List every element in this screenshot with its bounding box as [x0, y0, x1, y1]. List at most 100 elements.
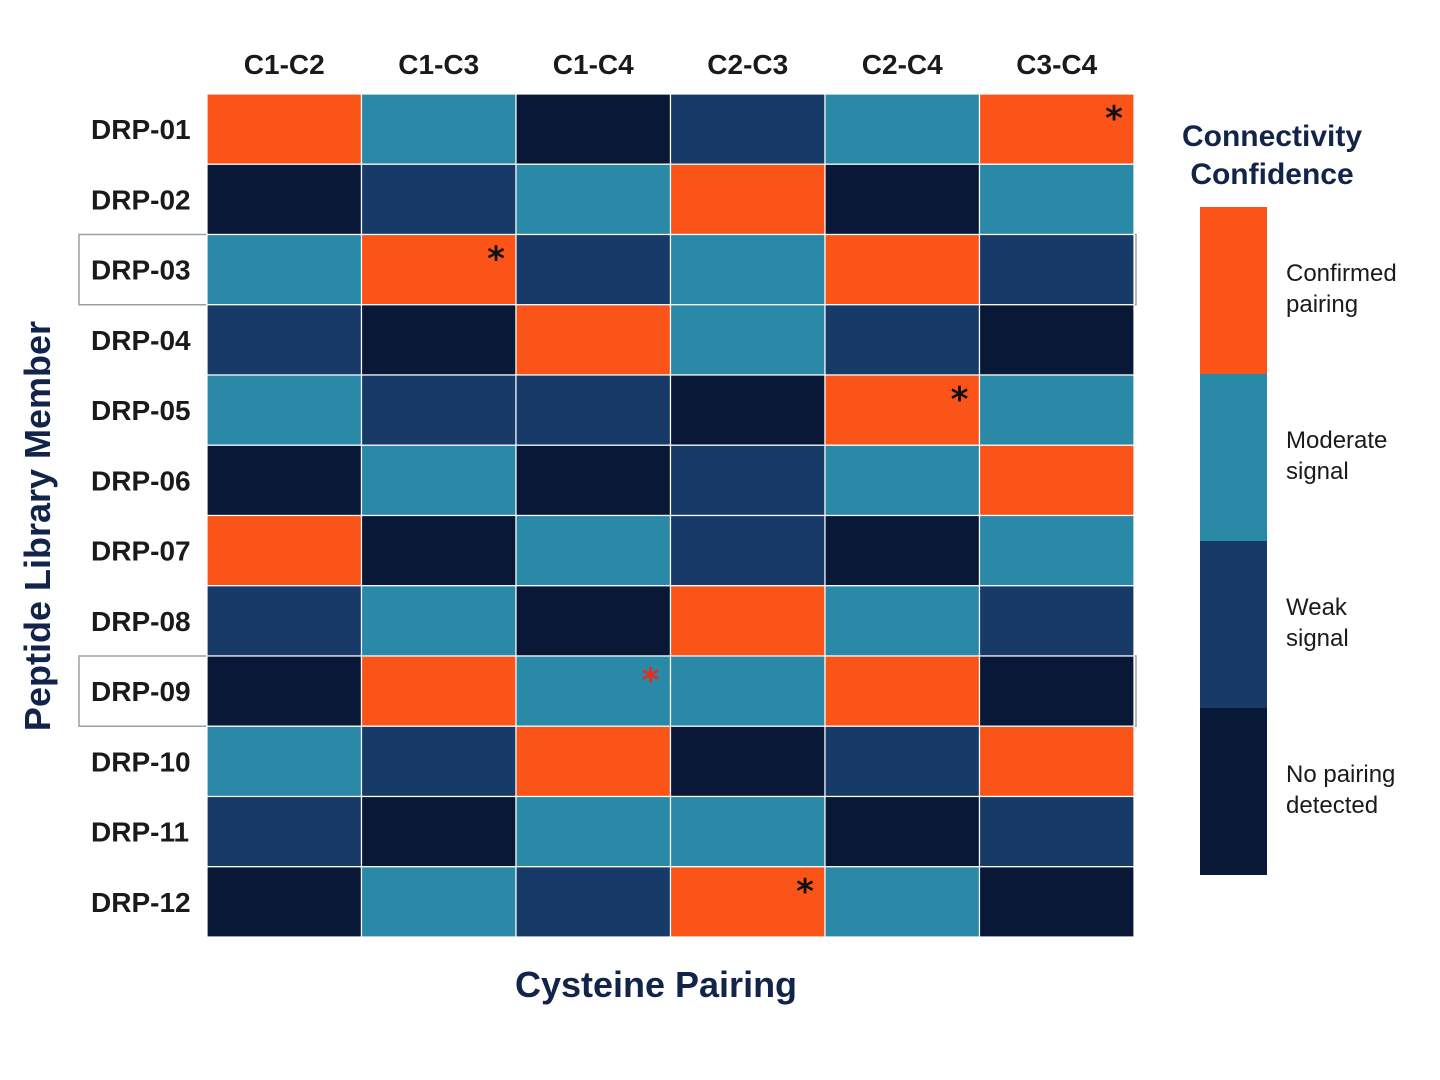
legend-label-weak-signal-line-2: signal: [1286, 625, 1349, 652]
heatmap-cell-drp-01-c1-c3: [360, 93, 517, 165]
legend: Connectivity Confidence Confirmed pairing…: [1182, 120, 1397, 875]
heatmap-cell-drp-09-c3-c4: [978, 655, 1135, 727]
heatmap-cell-drp-02-c2-c4: [824, 163, 981, 236]
heatmap-cell-drp-09-c2-c3: [669, 655, 826, 727]
legend-label-no-pairing-detected-line-2: detected: [1286, 792, 1378, 819]
legend-label-no-pairing-detected-line-1: No pairing: [1286, 761, 1395, 788]
heatmap-cell-drp-06-c1-c3: [360, 444, 517, 517]
heatmap-cell-drp-03-c1-c4: [515, 233, 672, 306]
heatmap-cell-drp-06-c2-c3: [669, 444, 826, 517]
row-label-drp-01: DRP-01: [91, 114, 191, 145]
heatmap-cell-drp-03-c1-c2: [206, 233, 363, 306]
heatmap-cell-drp-06-c2-c4: [824, 444, 981, 517]
heatmap-cell-drp-12-c3-c4: [978, 866, 1135, 938]
heatmap-cell-drp-12-c2-c3: [669, 866, 826, 938]
legend-items: Confirmed pairing Moderate signal Weak signal…: [1200, 207, 1397, 875]
legend-label-moderate-signal-line-1: Moderate: [1286, 427, 1387, 454]
row-label-drp-06: DRP-06: [91, 465, 191, 496]
significance-star-drp-12-c2-c3: *: [796, 872, 814, 912]
legend-label-moderate-signal-line-2: signal: [1286, 458, 1349, 485]
row-label-drp-03: DRP-03: [91, 255, 191, 286]
row-label-drp-09: DRP-09: [91, 676, 191, 707]
column-label-c1-c2: C1-C2: [244, 49, 325, 80]
heatmap-cell-drp-05-c3-c4: [978, 374, 1135, 446]
heatmap-cell-drp-11-c1-c3: [360, 795, 517, 868]
heatmap-cell-drp-11-c2-c3: [669, 795, 826, 868]
row-label-drp-08: DRP-08: [91, 606, 191, 637]
x-axis-title: Cysteine Pairing: [515, 964, 797, 1005]
row-label-drp-02: DRP-02: [91, 184, 191, 215]
legend-title-line-2: Confidence: [1190, 158, 1353, 191]
column-label-c2-c4: C2-C4: [862, 49, 943, 80]
heatmap-cell-drp-09-c1-c2: [206, 655, 363, 727]
heatmap-cell-drp-01-c3-c4: [978, 93, 1135, 165]
heatmap-cell-drp-10-c1-c4: [515, 725, 672, 798]
heatmap-cell-drp-03-c2-c3: [669, 233, 826, 306]
row-labels: DRP-01 DRP-02 DRP-03 DRP-04 DRP-05 DRP-06 DRP-…: [91, 114, 191, 918]
heatmap-cell-drp-03-c3-c4: [978, 233, 1135, 306]
heatmap-cell-drp-05-c2-c3: [669, 374, 826, 446]
heatmap-cell-drp-02-c1-c4: [515, 163, 672, 236]
heatmap-cell-drp-12-c1-c3: [360, 866, 517, 938]
heatmap-cell-drp-11-c3-c4: [978, 795, 1135, 868]
significance-star-drp-09-c1-c4: *: [642, 661, 660, 701]
heatmap-cell-drp-08-c2-c4: [824, 585, 981, 657]
heatmap-cell-drp-10-c1-c2: [206, 725, 363, 798]
legend-label-confirmed-pairing-line-2: pairing: [1286, 291, 1358, 318]
row-label-drp-07: DRP-07: [91, 536, 191, 567]
heatmap-cell-drp-09-c2-c4: [824, 655, 981, 727]
heatmap-cell-drp-07-c1-c4: [515, 514, 672, 587]
heatmap-cell-drp-12-c1-c4: [515, 866, 672, 938]
heatmap-cell-drp-11-c2-c4: [824, 795, 981, 868]
heatmap-cell-drp-08-c2-c3: [669, 585, 826, 657]
heatmap-cell-drp-12-c1-c2: [206, 866, 363, 938]
column-label-c1-c3: C1-C3: [398, 49, 479, 80]
heatmap-cell-drp-06-c1-c4: [515, 444, 672, 517]
heatmap-cell-drp-11-c1-c4: [515, 795, 672, 868]
heatmap-cell-drp-01-c1-c4: [515, 93, 672, 165]
column-label-c2-c3: C2-C3: [707, 49, 788, 80]
heatmap-cell-drp-09-c1-c3: [360, 655, 517, 727]
heatmap-cell-drp-05-c2-c4: [824, 374, 981, 446]
legend-label-weak-signal-line-1: Weak: [1286, 594, 1348, 621]
column-label-c3-c4: C3-C4: [1016, 49, 1097, 80]
heatmap-cell-drp-10-c3-c4: [978, 725, 1135, 798]
legend-swatch-no-pairing-detected: [1200, 708, 1267, 875]
heatmap-cell-drp-06-c3-c4: [978, 444, 1135, 517]
heatmap-cell-drp-08-c3-c4: [978, 585, 1135, 657]
heatmap-cell-drp-07-c1-c2: [206, 514, 363, 587]
heatmap-cell-drp-06-c1-c2: [206, 444, 363, 517]
column-labels: C1-C2 C1-C3 C1-C4 C2-C3 C2-C4 C3-C4: [244, 49, 1098, 80]
heatmap-cell-drp-04-c1-c3: [360, 304, 517, 376]
row-label-drp-11: DRP-11: [91, 817, 189, 848]
heatmap-cell-drp-04-c2-c4: [824, 304, 981, 376]
heatmap-cell-drp-08-c1-c4: [515, 585, 672, 657]
heatmap-cell-drp-03-c2-c4: [824, 233, 981, 306]
legend-title-line-1: Connectivity: [1182, 120, 1362, 153]
heatmap-cell-drp-05-c1-c3: [360, 374, 517, 446]
heatmap-cell-drp-04-c1-c2: [206, 304, 363, 376]
legend-swatch-moderate-signal: [1200, 374, 1267, 541]
heatmap-cell-drp-10-c2-c4: [824, 725, 981, 798]
heatmap-cell-drp-05-c1-c4: [515, 374, 672, 446]
heatmap-cell-drp-01-c2-c4: [824, 93, 981, 165]
significance-markers: * * * * *: [487, 99, 1123, 912]
row-label-drp-04: DRP-04: [91, 325, 191, 356]
heatmap-cell-drp-02-c1-c2: [206, 163, 363, 236]
legend-label-confirmed-pairing-line-1: Confirmed: [1286, 260, 1397, 287]
legend-swatch-confirmed-pairing: [1200, 207, 1267, 374]
heatmap-cell-drp-02-c3-c4: [978, 163, 1135, 236]
significance-star-drp-05-c2-c4: *: [951, 380, 969, 420]
heatmap-cell-drp-08-c1-c2: [206, 585, 363, 657]
significance-star-drp-01-c3-c4: *: [1105, 99, 1123, 139]
row-label-drp-12: DRP-12: [91, 887, 191, 918]
heatmap-cell-drp-09-c1-c4: [515, 655, 672, 727]
heatmap-cell-drp-05-c1-c2: [206, 374, 363, 446]
heatmap-cell-drp-04-c3-c4: [978, 304, 1135, 376]
heatmap-cell-drp-02-c2-c3: [669, 163, 826, 236]
heatmap-cell-drp-08-c1-c3: [360, 585, 517, 657]
heatmap-cell-drp-01-c2-c3: [669, 93, 826, 165]
heatmap-cell-drp-02-c1-c3: [360, 163, 517, 236]
heatmap-cell-drp-01-c1-c2: [206, 93, 363, 165]
